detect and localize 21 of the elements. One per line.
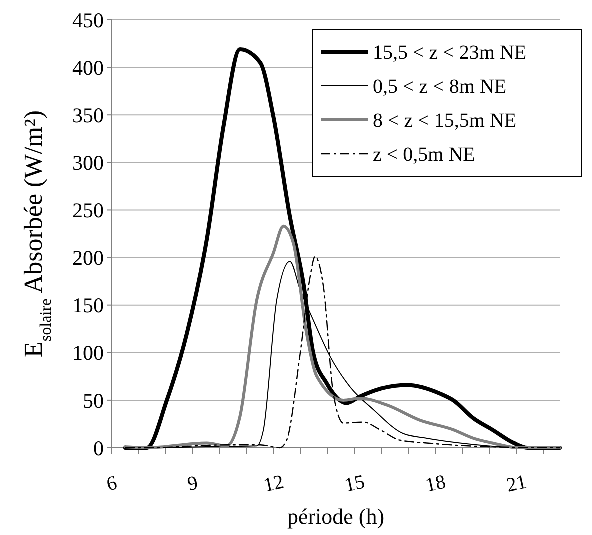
legend-label: z < 0,5m NE [373, 144, 476, 166]
y-tick-label: 0 [94, 436, 104, 460]
x-tick-label: 21 [504, 471, 529, 497]
y-tick-label: 250 [72, 198, 104, 223]
y-tick-label: 50 [83, 388, 104, 413]
x-tick-label: 6 [104, 472, 120, 496]
y-tick-label: 400 [72, 56, 104, 80]
legend-label: 8 < z < 15,5m NE [373, 110, 517, 132]
legend-label: 0,5 < z < 8m NE [373, 76, 507, 98]
x-tick-label: 18 [424, 471, 448, 497]
legend-label: 15,5 < z < 23m NE [373, 42, 527, 64]
y-tick-label: 350 [72, 103, 104, 128]
x-axis-title: période (h) [287, 504, 385, 529]
x-tick-label: 12 [262, 471, 286, 497]
y-tick-label: 150 [72, 294, 104, 318]
x-tick-label: 9 [186, 472, 200, 496]
y-tick-label: 200 [72, 246, 104, 270]
y-tick-label: 100 [72, 341, 104, 366]
y-tick-label: 450 [72, 8, 104, 32]
x-tick-label: 15 [342, 471, 367, 497]
y-tick-label: 300 [72, 151, 104, 176]
